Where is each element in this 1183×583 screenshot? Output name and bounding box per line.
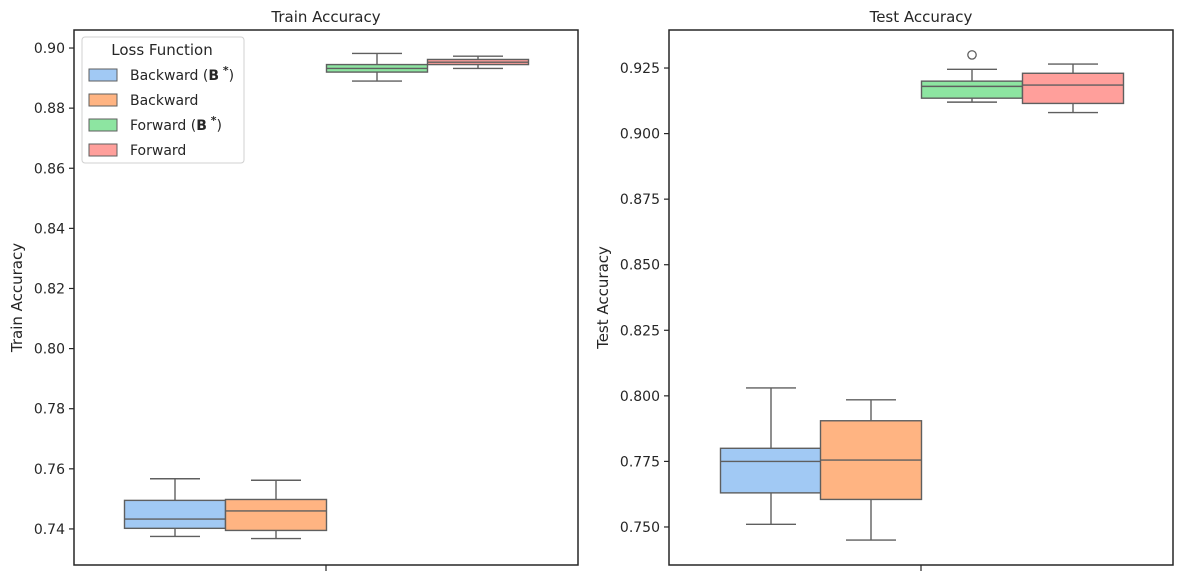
box-2 <box>325 52 429 82</box>
y-tick-label: 0.88 <box>34 101 65 117</box>
legend: Loss Function Backward (B *) Backward Forwa… <box>81 36 245 164</box>
y-tick-label: 0.84 <box>34 221 65 237</box>
box-body <box>920 80 1024 99</box>
legend-label: Forward (B *) <box>130 114 222 134</box>
legend-label: Forward <box>130 143 186 159</box>
y-tick-label: 0.850 <box>620 258 660 274</box>
box-body <box>1021 72 1125 105</box>
y-tick-label: 0.750 <box>620 520 660 536</box>
chart-panel-test: Test Accuracy 0.750 0.775 0.800 0.825 0.850 0.… <box>594 8 1174 571</box>
y-axis-label: Train Accuracy <box>8 243 26 353</box>
box-body <box>123 499 227 530</box>
box-1 <box>819 399 923 541</box>
box-3 <box>426 55 530 70</box>
y-tick-label: 0.875 <box>620 192 660 208</box>
legend-item: Forward (B *) <box>88 114 222 134</box>
y-axis-label: Test Accuracy <box>594 246 612 350</box>
y-tick-label: 0.90 <box>34 41 65 57</box>
legend-swatch <box>88 118 118 132</box>
box-2 <box>920 50 1024 103</box>
box-1 <box>224 479 328 540</box>
legend-title: Loss Function <box>111 41 212 59</box>
y-tick-label: 0.825 <box>620 323 660 339</box>
y-tick-label: 0.925 <box>620 61 660 77</box>
y-tick-label: 0.800 <box>620 389 660 405</box>
legend-label: Backward (B *) <box>130 64 234 84</box>
y-tick-label: 0.78 <box>34 402 65 418</box>
box-0 <box>719 387 823 526</box>
y-tick-label: 0.74 <box>34 522 65 538</box>
box-body <box>719 447 823 494</box>
y-tick-label: 0.80 <box>34 342 65 358</box>
chart-title: Test Accuracy <box>869 8 973 26</box>
legend-item: Forward <box>88 143 186 159</box>
y-tick-label: 0.82 <box>34 281 65 297</box>
y-tick-label: 0.775 <box>620 454 660 470</box>
legend-label: Backward <box>130 93 198 109</box>
y-tick-label: 0.900 <box>620 127 660 143</box>
legend-frame <box>81 36 245 164</box>
legend-item: Backward <box>88 93 198 109</box>
legend-swatch <box>88 143 118 157</box>
chart-panel-train: Train Accuracy 0.74 0.76 0.78 0.80 0.82 0.84 0.… <box>8 8 579 571</box>
legend-swatch <box>88 93 118 107</box>
y-tick-label: 0.76 <box>34 462 65 478</box>
box-3 <box>1021 63 1125 114</box>
y-tick-label: 0.86 <box>34 161 65 177</box>
legend-swatch <box>88 68 118 82</box>
chart-title: Train Accuracy <box>270 8 380 26</box>
box-body <box>224 498 328 532</box>
outlier-point <box>967 50 977 60</box>
legend-item: Backward (B *) <box>88 64 234 84</box>
box-0 <box>123 478 227 538</box>
